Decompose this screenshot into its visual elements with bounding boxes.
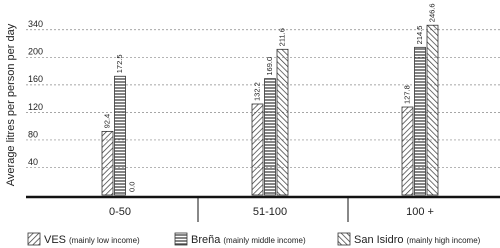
- bar: [251, 103, 264, 196]
- bar: [401, 106, 414, 196]
- bar: [101, 130, 114, 196]
- legend-label: Breña: [191, 234, 221, 246]
- legend-description: (mainly low income): [69, 236, 140, 245]
- value-label: 246.6: [427, 3, 436, 22]
- x-tick-label: 100 +: [406, 206, 434, 218]
- value-label: 92.4: [102, 114, 111, 129]
- bar: [414, 46, 426, 196]
- legend-swatch: [174, 232, 188, 246]
- y-tick-label: 120: [28, 102, 43, 112]
- bar: [114, 75, 126, 196]
- y-tick-label: 40: [28, 157, 38, 167]
- legend-swatch: [27, 232, 41, 246]
- legend-label: VES: [44, 234, 66, 246]
- value-label: 169.0: [265, 57, 274, 76]
- y-tick-label: 80: [28, 129, 38, 139]
- value-label: 214.5: [415, 26, 424, 45]
- legend-label: San Isidro: [354, 234, 404, 246]
- bar: [276, 48, 289, 196]
- value-label: 0.0: [127, 182, 136, 192]
- y-tick-label: 340: [28, 19, 43, 29]
- x-tick-label: 51-100: [253, 206, 287, 218]
- value-label: 172.5: [115, 54, 124, 73]
- value-label: 132.2: [252, 82, 261, 101]
- bar: [264, 78, 276, 196]
- x-tick-label: 0-50: [109, 206, 131, 218]
- y-tick-label: 160: [28, 74, 43, 84]
- legend-description: (mainly middle income): [223, 236, 306, 245]
- value-label: 127.8: [402, 85, 411, 104]
- value-label: 211.6: [277, 28, 286, 46]
- legend-swatch: [337, 232, 351, 246]
- legend-description: (mainly high income): [407, 236, 481, 245]
- y-tick-label: 200: [28, 47, 43, 57]
- bar: [426, 24, 439, 196]
- y-axis-label: Average litres per person per day: [5, 23, 17, 186]
